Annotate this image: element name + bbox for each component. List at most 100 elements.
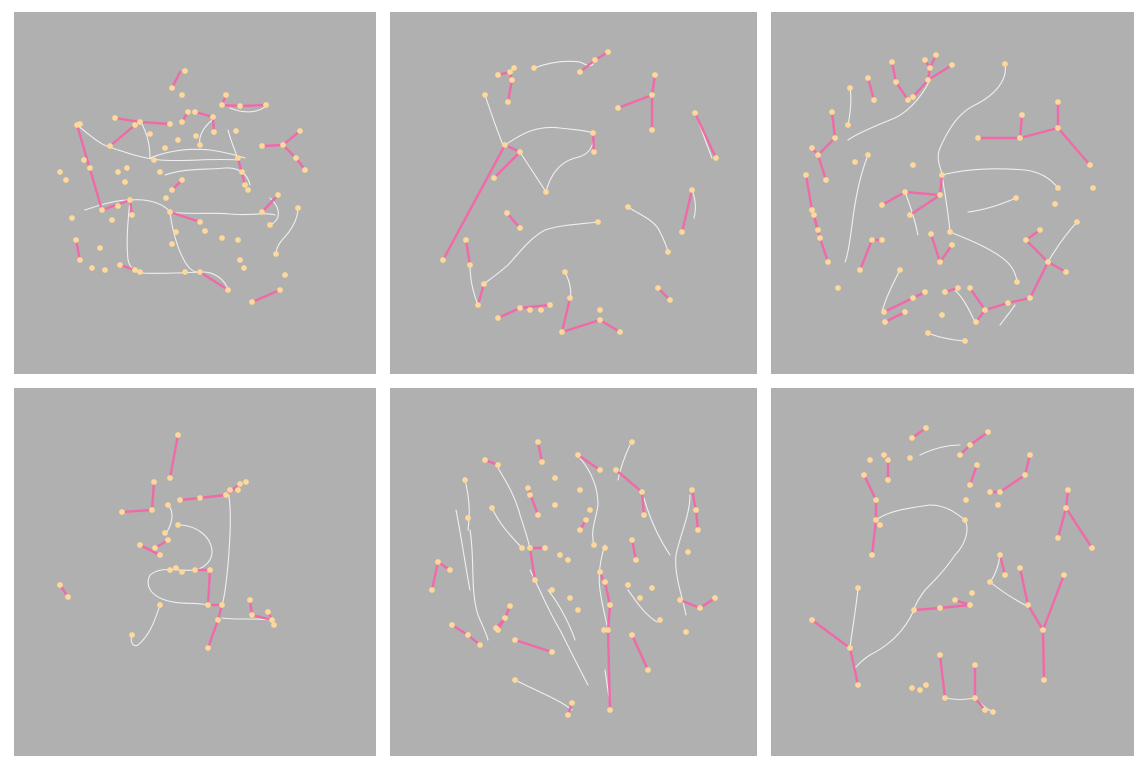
edge: [206, 618, 220, 650]
curve-link: [126, 199, 141, 274]
node: [219, 235, 225, 241]
edge: [1026, 603, 1045, 632]
edge: [1041, 628, 1046, 682]
node: [129, 632, 135, 638]
node: [243, 479, 249, 485]
node: [583, 517, 589, 523]
panel-3: [771, 12, 1134, 374]
node: [692, 110, 698, 116]
node: [575, 607, 581, 613]
edge: [113, 116, 142, 124]
node: [235, 487, 241, 493]
edge: [804, 173, 814, 212]
node: [689, 487, 695, 493]
node: [482, 457, 488, 463]
node: [475, 302, 481, 308]
node: [559, 329, 565, 335]
node: [235, 155, 241, 161]
node: [641, 512, 647, 518]
node: [639, 489, 645, 495]
node: [625, 204, 631, 210]
node: [649, 585, 655, 591]
node: [63, 177, 69, 183]
edge: [938, 653, 947, 700]
edge: [464, 238, 472, 267]
node: [205, 602, 211, 608]
node: [1087, 162, 1093, 168]
node: [1061, 572, 1067, 578]
node: [565, 557, 571, 563]
node: [645, 667, 651, 673]
edge: [1056, 126, 1092, 167]
edge: [238, 103, 268, 108]
node: [629, 439, 635, 445]
node: [165, 537, 171, 543]
node: [967, 602, 973, 608]
node: [177, 497, 183, 503]
edge: [630, 633, 650, 672]
node: [225, 287, 231, 293]
node: [937, 605, 943, 611]
node: [562, 269, 568, 275]
edge: [908, 193, 942, 217]
node: [465, 632, 471, 638]
node: [1063, 269, 1069, 275]
node: [215, 617, 221, 623]
node: [861, 472, 867, 478]
node: [192, 567, 198, 573]
edge: [591, 131, 596, 154]
node: [263, 102, 269, 108]
node: [77, 121, 83, 127]
panel-6-graph: [809, 425, 1095, 715]
node: [259, 143, 265, 149]
node: [182, 269, 188, 275]
node: [1002, 572, 1008, 578]
node: [845, 122, 851, 128]
node: [73, 237, 79, 243]
curve-link: [227, 129, 239, 161]
node: [233, 128, 239, 134]
node: [910, 162, 916, 168]
node: [595, 219, 601, 225]
node: [1055, 185, 1061, 191]
node: [907, 212, 913, 218]
node: [990, 709, 996, 715]
node: [575, 452, 581, 458]
node: [293, 155, 299, 161]
node: [569, 700, 575, 706]
node: [1014, 279, 1020, 285]
node: [151, 479, 157, 485]
node: [87, 165, 93, 171]
node: [625, 582, 631, 588]
edge: [616, 93, 654, 110]
node: [249, 612, 255, 618]
node: [835, 285, 841, 291]
curve-link: [691, 189, 696, 219]
node: [169, 187, 175, 193]
edge: [1018, 566, 1030, 607]
node: [297, 128, 303, 134]
node: [65, 594, 71, 600]
node: [489, 505, 495, 511]
node: [519, 545, 525, 551]
curve-link: [941, 174, 951, 233]
node: [667, 297, 673, 303]
node: [857, 267, 863, 273]
node: [57, 582, 63, 588]
curve-link: [169, 211, 276, 216]
edge: [968, 463, 979, 487]
edge: [1028, 260, 1050, 300]
node: [825, 259, 831, 265]
node: [502, 615, 508, 621]
node: [852, 159, 858, 165]
node: [97, 245, 103, 251]
node: [467, 262, 473, 268]
curve-link: [533, 60, 594, 69]
panel-1: [14, 12, 376, 374]
node: [695, 527, 701, 533]
node: [597, 317, 603, 323]
edge: [1018, 126, 1060, 140]
node: [637, 595, 643, 601]
node: [679, 229, 685, 235]
edge: [698, 596, 717, 610]
